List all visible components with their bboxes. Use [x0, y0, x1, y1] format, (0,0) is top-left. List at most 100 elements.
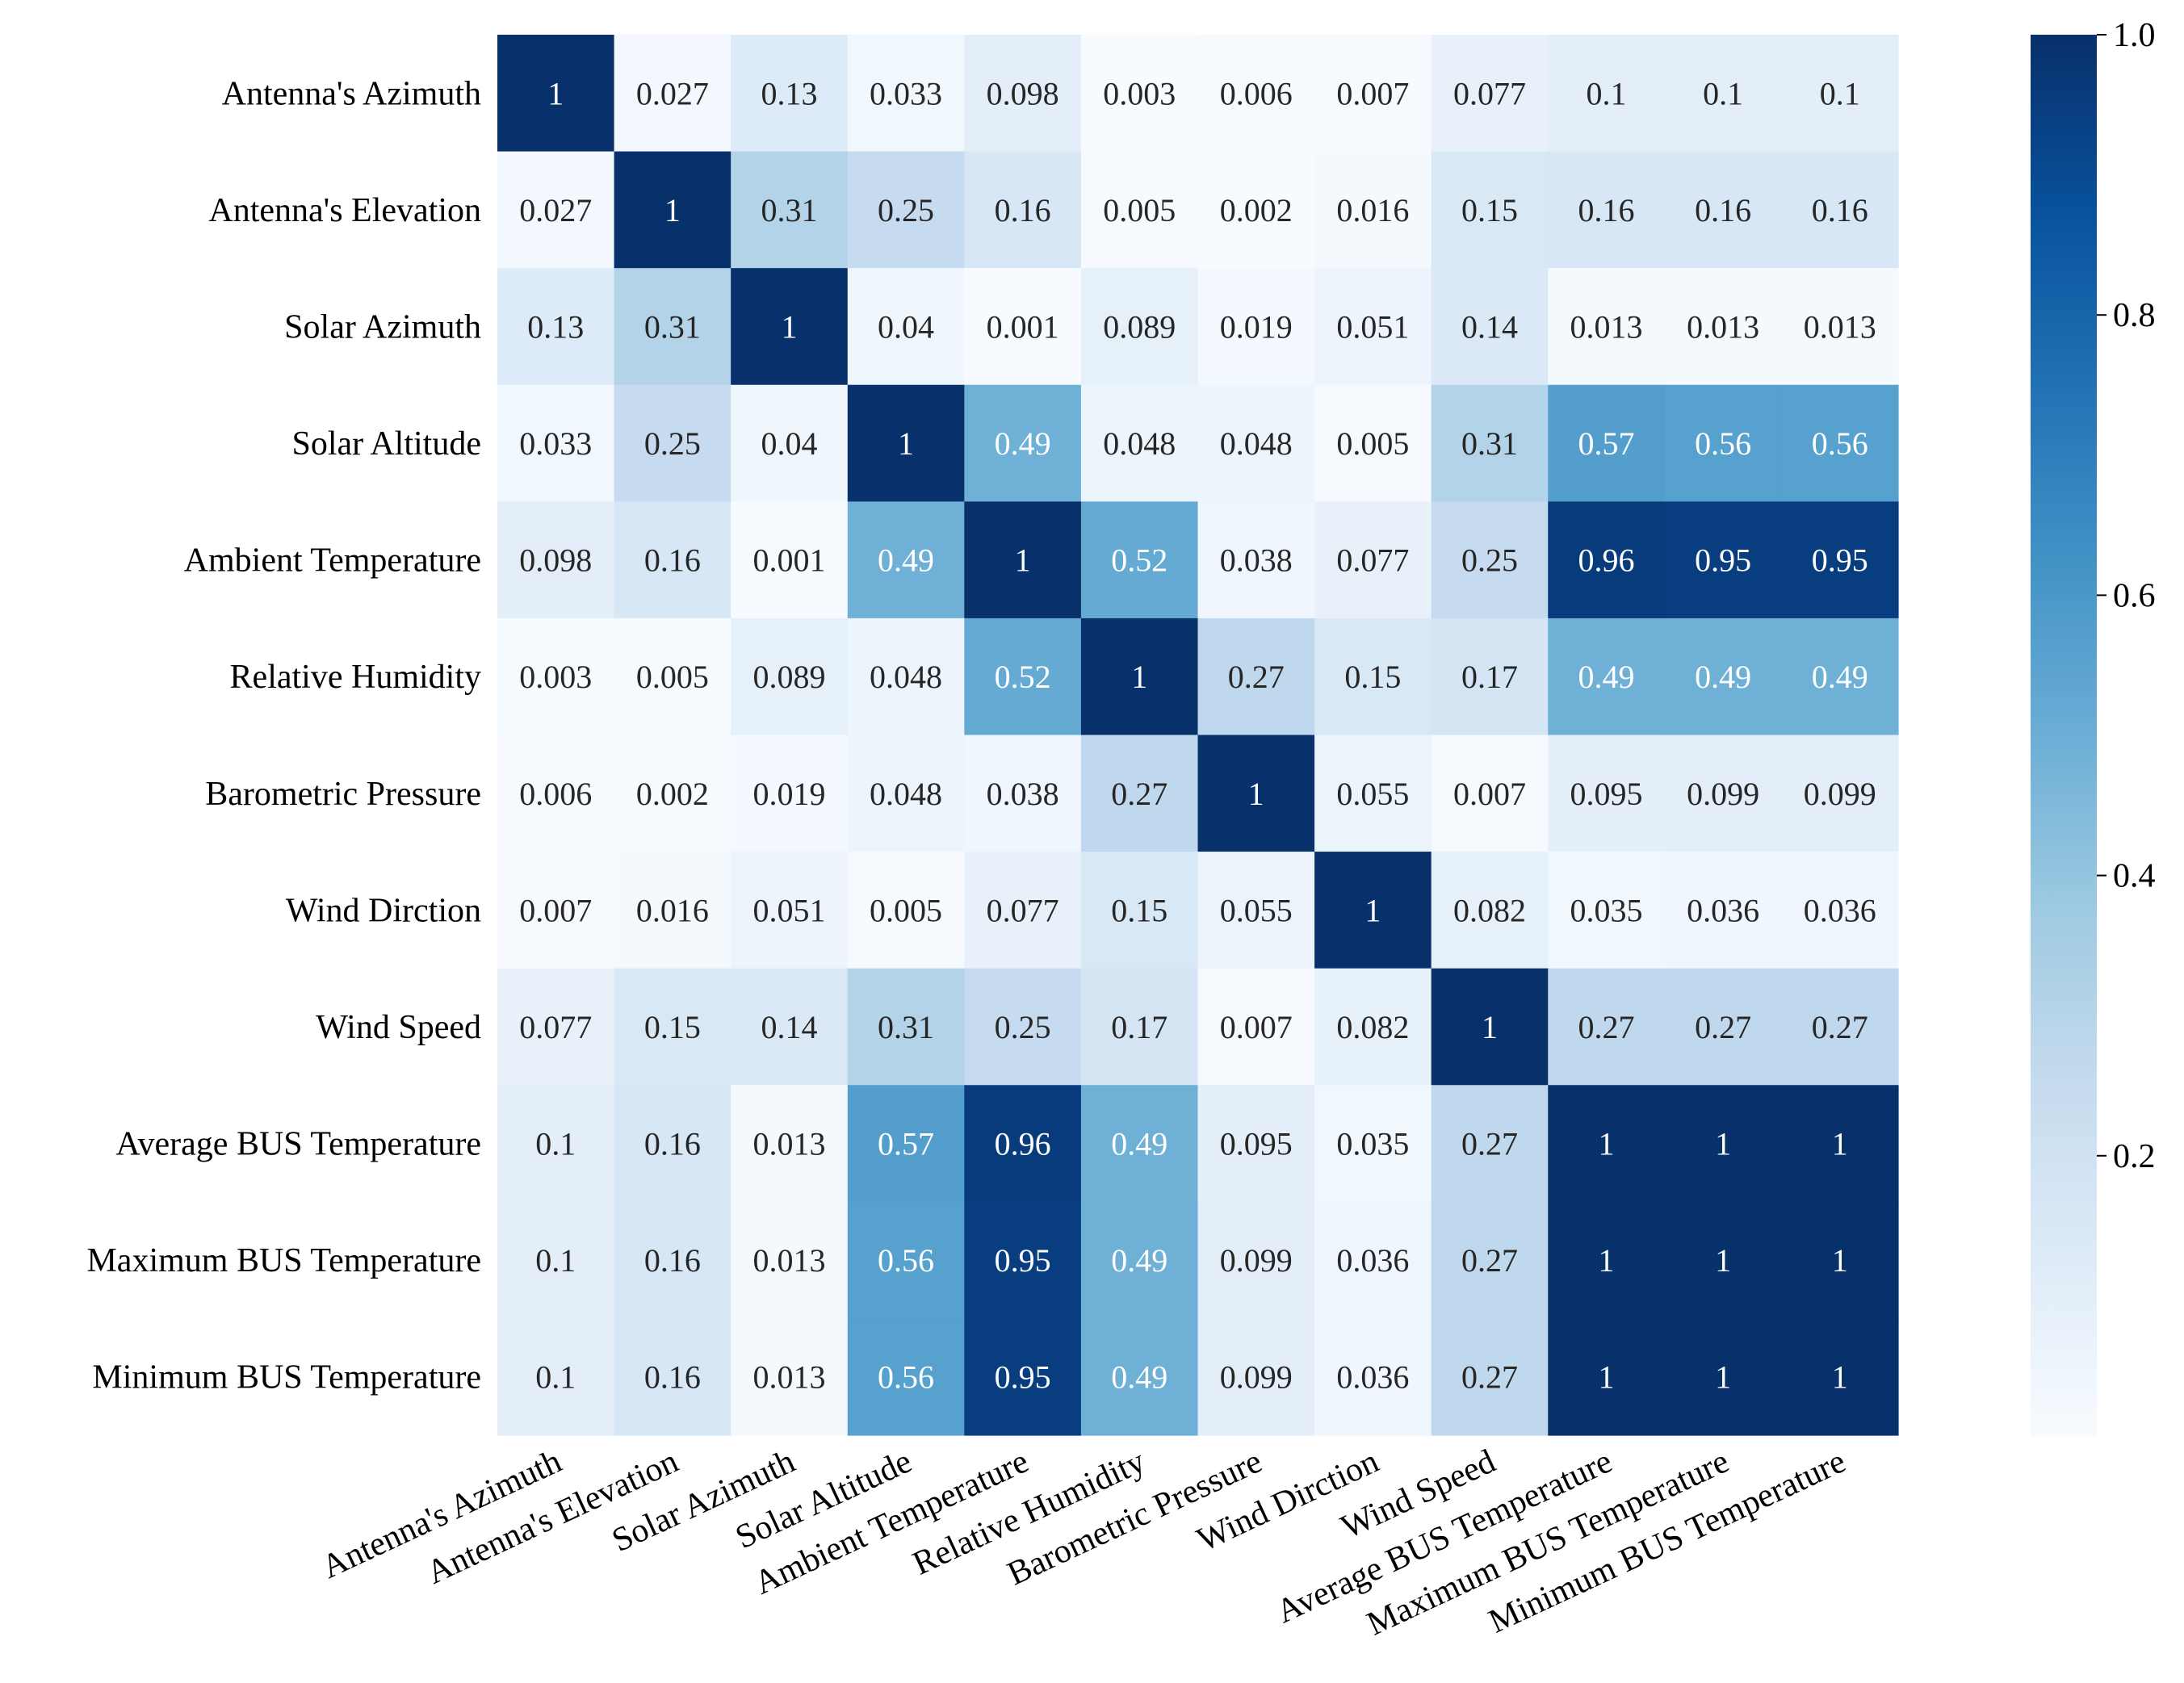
cell-value-label: 0.27 — [1461, 1359, 1518, 1396]
heatmap-cell — [497, 1085, 615, 1203]
heatmap-cell — [1781, 1318, 1899, 1436]
cell-value-label: 0.31 — [878, 1009, 934, 1045]
colorbar-tick-label: 0.8 — [2113, 297, 2156, 334]
heatmap-cell — [497, 735, 615, 852]
cell-value-label: 1 — [1482, 1009, 1498, 1045]
heatmap-cell — [731, 384, 849, 502]
cell-value-label: 0.051 — [752, 892, 825, 928]
cell-value-label: 0.49 — [878, 542, 934, 579]
heatmap-cell — [1197, 735, 1315, 852]
cell-value-label: 0.27 — [1461, 1242, 1518, 1279]
heatmap-cell — [847, 1318, 965, 1436]
cell-value-label: 1 — [1599, 1242, 1615, 1279]
cell-value-label: 0.16 — [644, 1359, 701, 1396]
cell-value-label: 0.099 — [1220, 1242, 1293, 1279]
heatmap-cell — [1431, 151, 1549, 269]
cell-value-label: 0.52 — [995, 659, 1051, 695]
cell-value-label: 0.49 — [1111, 1126, 1167, 1162]
cell-value-label: 0.57 — [1578, 425, 1635, 462]
heatmap-cell — [731, 1318, 849, 1436]
cell-value-label: 0.001 — [752, 542, 825, 579]
cell-value-label: 0.038 — [987, 776, 1059, 812]
heatmap-cell — [1080, 735, 1199, 852]
cell-value-label: 0.013 — [752, 1126, 825, 1162]
heatmap-cell — [1197, 1085, 1315, 1203]
heatmap-cell — [1548, 268, 1666, 386]
heatmap-cell — [1431, 1085, 1549, 1203]
heatmap-cell — [1080, 618, 1199, 736]
cell-value-label: 0.25 — [644, 425, 701, 462]
cell-value-label: 1 — [898, 425, 914, 462]
heatmap-cell — [847, 1201, 965, 1320]
cell-value-label: 0.055 — [1220, 892, 1293, 928]
cell-value-label: 0.56 — [1695, 425, 1751, 462]
heatmap-cell — [1197, 618, 1315, 736]
heatmap-cell — [1314, 735, 1432, 852]
cell-value-label: 0.16 — [1812, 192, 1868, 228]
heatmap-cell — [731, 735, 849, 852]
cell-value-label: 0.048 — [870, 659, 942, 695]
cell-value-label: 0.007 — [1220, 1009, 1293, 1045]
cell-value-label: 0.16 — [644, 1242, 701, 1279]
heatmap-cell — [1197, 968, 1315, 1086]
cell-value-label: 0.14 — [761, 1009, 817, 1045]
heatmap-cell — [497, 501, 615, 619]
heatmap-cell — [497, 151, 615, 269]
heatmap-cell — [1314, 1085, 1432, 1203]
heatmap-cell — [964, 384, 1082, 502]
heatmap-cell — [847, 35, 965, 153]
cell-value-label: 0.016 — [636, 892, 709, 928]
cell-value-label: 0.036 — [1687, 892, 1759, 928]
y-tick-label: Ambient Temperature — [184, 542, 481, 580]
heatmap-cell — [614, 1201, 731, 1320]
cell-value-label: 0.082 — [1453, 892, 1526, 928]
cell-value-label: 1 — [1715, 1126, 1731, 1162]
cell-value-label: 0.099 — [1687, 776, 1759, 812]
cell-value-label: 0.15 — [1344, 659, 1401, 695]
heatmap-cell — [1548, 151, 1666, 269]
y-tick-label: Average BUS Temperature — [115, 1126, 481, 1163]
cell-value-label: 0.038 — [1220, 542, 1293, 579]
heatmap-cell — [1431, 268, 1549, 386]
heatmap-cell — [964, 501, 1082, 619]
cell-value-label: 0.96 — [1578, 542, 1635, 579]
cell-value-label: 0.25 — [1461, 542, 1518, 579]
cell-value-label: 0.048 — [1220, 425, 1293, 462]
heatmap-cell — [1431, 735, 1549, 852]
cell-value-label: 1 — [1715, 1359, 1731, 1396]
heatmap-cell — [1080, 852, 1199, 969]
heatmap-cell — [1548, 968, 1666, 1086]
cell-value-label: 1 — [1248, 776, 1264, 812]
heatmap-cell — [1431, 618, 1549, 736]
cell-value-label: 0.56 — [878, 1242, 934, 1279]
heatmap-cell — [1664, 268, 1783, 386]
heatmap-cell — [1781, 1085, 1899, 1203]
heatmap-cell — [731, 1085, 849, 1203]
cell-value-label: 0.005 — [1103, 192, 1176, 228]
y-tick-label: Antenna's Azimuth — [222, 75, 481, 112]
heatmap-cell — [1781, 968, 1899, 1086]
heatmap-cell — [1197, 268, 1315, 386]
cell-value-label: 1 — [547, 75, 564, 111]
cell-value-label: 1 — [1131, 659, 1147, 695]
heatmap-cell — [497, 35, 615, 153]
heatmap-cell — [1314, 35, 1432, 153]
cell-value-label: 0.007 — [1453, 776, 1526, 812]
cell-value-label: 0.1 — [535, 1126, 576, 1162]
cell-value-label: 0.077 — [1336, 542, 1409, 579]
y-tick-label: Minimum BUS Temperature — [92, 1359, 481, 1396]
y-axis-labels: Antenna's Azimuth Antenna's Elevation Sola… — [86, 75, 481, 1396]
heatmap-cell — [1080, 1201, 1199, 1320]
cell-value-label: 0.13 — [527, 308, 584, 345]
heatmap-cell — [614, 1318, 731, 1436]
heatmap-cell — [964, 151, 1082, 269]
cell-value-label: 0.27 — [1461, 1126, 1518, 1162]
cell-value-label: 0.49 — [1111, 1242, 1167, 1279]
cell-value-label: 0.013 — [1687, 308, 1759, 345]
heatmap-cell — [497, 1318, 615, 1436]
cell-value-label: 0.095 — [1570, 776, 1643, 812]
heatmap-cell — [1431, 1318, 1549, 1436]
cell-value-label: 0.099 — [1804, 776, 1876, 812]
